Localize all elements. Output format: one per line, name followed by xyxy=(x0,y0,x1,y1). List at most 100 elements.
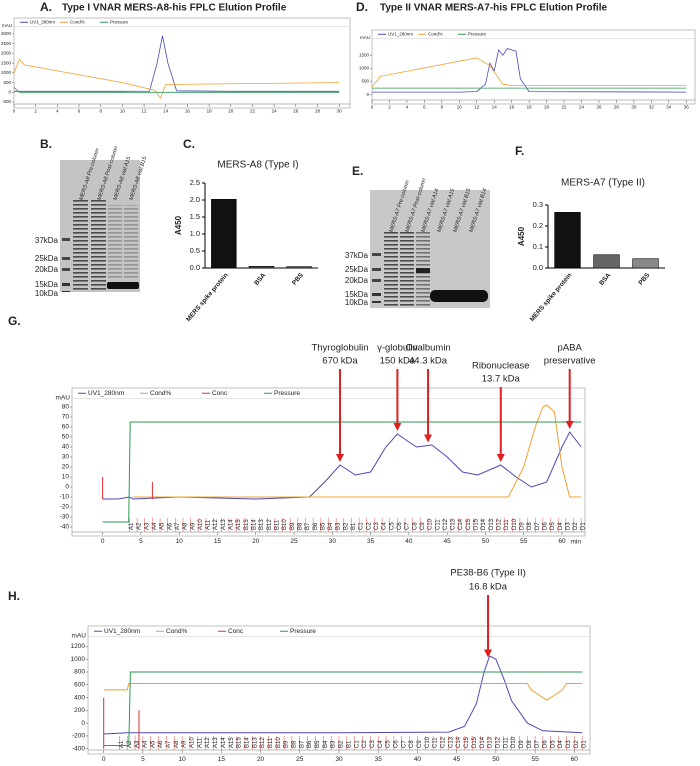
fraction-label: B4 xyxy=(328,522,334,530)
x-tick-label: 24 xyxy=(272,109,278,114)
annotation-text: preservative xyxy=(544,356,596,367)
y-tick-label: -30 xyxy=(60,514,70,521)
fraction-label: C3 xyxy=(374,522,380,530)
y-tick-label: 3000 xyxy=(1,31,12,36)
y-tick-label: 70 xyxy=(62,414,70,421)
fraction-label: C1 xyxy=(354,740,360,748)
panel-label: G. xyxy=(8,314,21,328)
fraction-label: C6 xyxy=(397,522,403,530)
fraction-label: A7 xyxy=(175,522,181,530)
annotation-arrowhead xyxy=(393,423,402,431)
x-tick-label: 35 xyxy=(375,756,383,763)
x-tick-label: 10 xyxy=(176,538,184,545)
x-tick-label: 10 xyxy=(457,105,463,110)
y-tick-label: 0 xyxy=(81,720,85,727)
series-line xyxy=(102,477,153,499)
fraction-label: D15 xyxy=(474,518,480,530)
fraction-label: A6 xyxy=(158,740,164,748)
plot-frame xyxy=(371,29,696,105)
annotation-text: Ribonuclease xyxy=(472,361,530,372)
fraction-label: D8 xyxy=(527,740,533,748)
annotation-text: 13.7 kDa xyxy=(482,374,521,385)
x-tick-label: 16 xyxy=(509,105,515,110)
ladder-band xyxy=(62,283,70,286)
fraction-label: B7 xyxy=(299,740,305,748)
x-tick-label: 10 xyxy=(120,109,126,114)
panel-label: H. xyxy=(8,589,20,603)
fraction-label: D12 xyxy=(497,518,503,530)
fraction-label: C14 xyxy=(456,736,462,748)
series-line xyxy=(103,683,583,701)
fraction-label: B11 xyxy=(274,519,280,530)
y-tick-label: 0.0 xyxy=(533,263,543,272)
fraction-label: B2 xyxy=(339,740,345,748)
fraction-label: A1 xyxy=(129,522,135,530)
fraction-label: B10 xyxy=(276,737,282,748)
y-tick-label: 20 xyxy=(62,464,70,471)
chart-title: MERS-A7 (Type II) xyxy=(561,178,645,189)
annotation-text: pABA xyxy=(558,343,583,354)
annotation-arrowhead xyxy=(565,421,574,429)
fraction-label: A4 xyxy=(152,522,158,530)
series-line xyxy=(133,404,582,498)
fraction-label: D4 xyxy=(558,522,564,530)
y-tick-label: 0 xyxy=(65,484,69,491)
fraction-label: D12 xyxy=(495,736,501,748)
legend-label: Conc xyxy=(212,390,228,397)
fraction-label: A1 xyxy=(119,740,125,748)
y-tick-label: 1.5 xyxy=(190,212,200,221)
fraction-label: C15 xyxy=(464,736,470,748)
fraction-label: C9 xyxy=(420,522,426,530)
series-line xyxy=(103,697,140,749)
annotation-arrowhead xyxy=(484,649,493,658)
y-tick-label: 2500 xyxy=(1,41,12,46)
marker-label: 10kDa xyxy=(345,298,369,307)
fraction-label: C2 xyxy=(366,522,372,530)
x-tick-label: 6 xyxy=(423,105,426,110)
panel-label: B. xyxy=(40,137,52,151)
fraction-label: A2 xyxy=(127,740,133,748)
fraction-label: A12 xyxy=(205,737,211,748)
x-tick-label: 15 xyxy=(214,538,222,545)
fraction-label: C10 xyxy=(425,736,431,748)
y-tick-label: 2.5 xyxy=(190,178,200,187)
fraction-label: A11 xyxy=(197,737,203,748)
y-tick-label: 0.2 xyxy=(533,221,543,230)
annotation-arrowhead xyxy=(496,454,505,462)
chart-title: Type I VNAR MERS-A8-his FPLC Elution Pro… xyxy=(62,3,287,14)
fraction-label: B9 xyxy=(284,740,290,748)
series-line xyxy=(14,35,340,92)
fraction-label: A5 xyxy=(150,740,156,748)
y-tick-label: 1200 xyxy=(71,643,86,650)
fraction-label: B3 xyxy=(331,740,337,748)
y-tick-label: -200 xyxy=(72,733,85,740)
y-tick-label: 1500 xyxy=(359,52,370,57)
fraction-label: A15 xyxy=(229,737,235,748)
fraction-label: C1 xyxy=(359,522,365,530)
fraction-label: D11 xyxy=(503,737,509,748)
gel-lane xyxy=(124,205,138,280)
x-tick-label: 12 xyxy=(142,109,148,114)
fraction-label: D1 xyxy=(582,740,588,748)
x-tick-label: 60 xyxy=(558,538,566,545)
fraction-label: C7 xyxy=(405,522,411,530)
x-tick-label: 50 xyxy=(492,756,500,763)
gel-lane xyxy=(384,232,398,306)
y-tick-label: 1500 xyxy=(1,60,12,65)
x-tick-label: 18 xyxy=(527,105,533,110)
y-tick-label: 40 xyxy=(62,444,70,451)
x-tick-label: 0 xyxy=(371,105,374,110)
x-tick-label: 10 xyxy=(179,756,187,763)
legend-label: Cond% xyxy=(150,390,172,397)
fraction-label: A3 xyxy=(135,740,141,748)
x-tick-label: 5 xyxy=(139,538,143,545)
fraction-label: A3 xyxy=(144,522,150,530)
gel-band xyxy=(416,268,430,273)
gel-b xyxy=(60,160,140,292)
x-tick-label: 8 xyxy=(99,109,102,114)
x-axis-label: min xyxy=(571,539,582,546)
fraction-label: C2 xyxy=(362,740,368,748)
x-tick-label: 25 xyxy=(296,756,304,763)
series-line xyxy=(102,431,582,500)
fraction-label: B5 xyxy=(315,740,321,748)
